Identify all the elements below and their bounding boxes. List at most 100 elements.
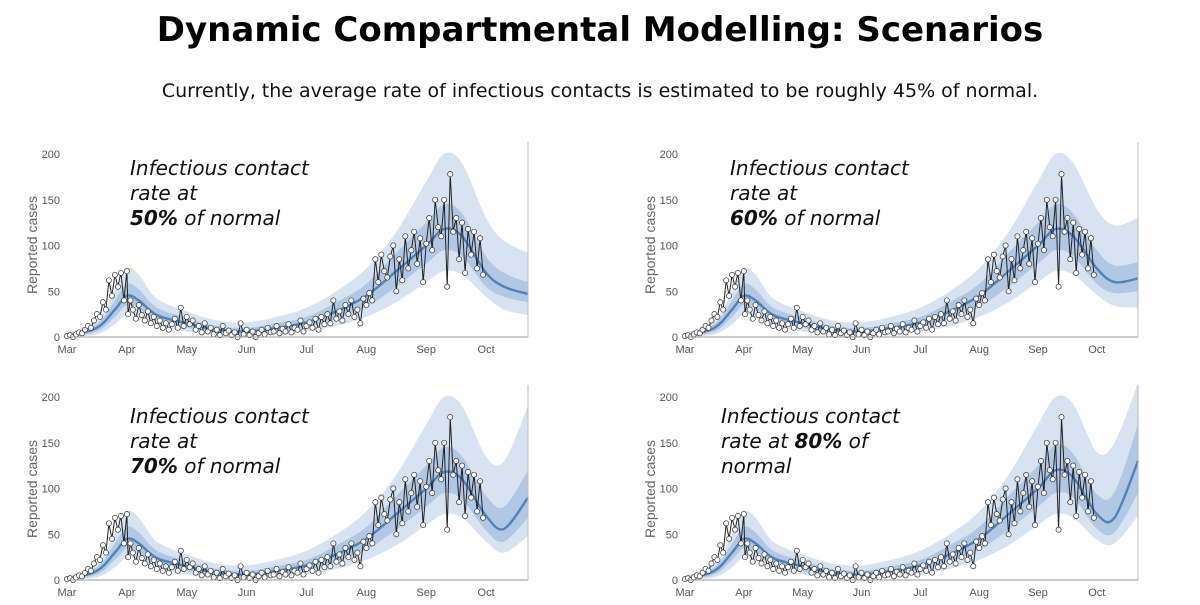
observed-point [705,567,712,574]
observed-point [127,297,134,304]
observed-point [114,526,121,533]
observed-point [129,549,136,556]
scenario-label-pct: 70% [130,454,178,478]
x-tick-label: May [176,344,197,356]
observed-point [369,297,376,304]
observed-point [764,320,771,327]
observed-point [453,215,460,221]
observed-point [896,328,903,335]
observed-point [114,283,121,290]
observed-point [949,551,956,558]
observed-point [1070,219,1077,226]
observed-point [468,251,475,258]
observed-point [450,471,457,478]
observed-point [979,533,986,540]
observed-point [108,292,115,299]
observed-point [396,256,403,263]
observed-point [964,313,971,320]
observed-point [832,575,838,582]
observed-point [990,494,997,501]
observed-point [1073,512,1080,519]
x-tick-label: Apr [118,344,135,356]
observed-point [840,570,847,577]
observed-point [240,574,247,581]
x-tick-label: Sep [1028,344,1048,356]
observed-point [890,330,897,337]
observed-point [369,540,376,547]
scenario-label-70: Infectious contact rate at 70% of normal [130,404,309,479]
observed-point [932,313,938,320]
observed-point [174,567,181,574]
scenario-label-suffix: of normal [177,454,281,478]
observed-point [450,228,457,235]
observed-point [423,483,430,490]
observed-point [1064,458,1071,464]
observed-point [796,566,803,572]
observed-point [902,329,909,336]
observed-point [390,485,397,492]
scenario-label-line1: Infectious contact [130,156,309,180]
observed-point [408,247,415,254]
observed-point [96,556,103,563]
observed-point [384,517,391,524]
scenario-label-pct: 60% [730,206,778,230]
observed-point [333,558,340,565]
y-tick-label: 200 [42,149,60,161]
observed-point [1037,458,1044,464]
observed-point [829,569,836,576]
observed-point [315,569,322,576]
observed-point [1023,228,1030,235]
observed-point [946,315,953,322]
observed-point [432,439,439,446]
observed-point [967,549,974,556]
observed-point [923,324,930,331]
observed-point [1020,490,1027,497]
observed-point [87,324,94,331]
observed-point [144,551,151,558]
observed-point [108,535,115,542]
observed-point [102,306,109,313]
observed-point [294,569,301,576]
observed-point [150,313,157,320]
observed-point [723,277,730,284]
observed-point [1017,265,1024,272]
observed-point [805,317,812,324]
observed-point [999,253,1006,260]
observed-point [926,315,933,322]
observed-point [1037,215,1044,221]
observed-point [932,556,938,563]
observed-point [165,569,172,576]
observed-point [462,269,469,276]
observed-point [776,567,783,574]
observed-point [225,327,232,334]
observed-point [135,302,142,308]
observed-point [758,560,765,567]
observed-point [937,554,944,561]
x-tick-label: Oct [1088,344,1105,356]
x-tick-label: Apr [735,344,752,356]
scenario-label-line2: rate at [130,181,198,205]
observed-point [846,329,853,336]
observed-point [444,283,451,290]
observed-point [993,511,1000,518]
observed-point [908,326,915,333]
observed-point [935,321,941,328]
observed-point [127,540,134,547]
observed-point [198,572,205,579]
observed-point [231,572,238,579]
observed-point [264,324,271,331]
observed-point [249,328,256,335]
observed-point [976,545,983,551]
observed-point [354,306,361,313]
observed-point [357,563,364,570]
observed-point [405,508,412,515]
observed-point [961,540,968,547]
observed-point [732,526,738,533]
observed-point [330,297,337,304]
observed-point [1058,414,1065,421]
observed-point [429,247,436,254]
observed-point [375,279,382,286]
observed-point [1087,235,1094,242]
observed-point [1026,260,1033,267]
observed-point [375,522,382,529]
